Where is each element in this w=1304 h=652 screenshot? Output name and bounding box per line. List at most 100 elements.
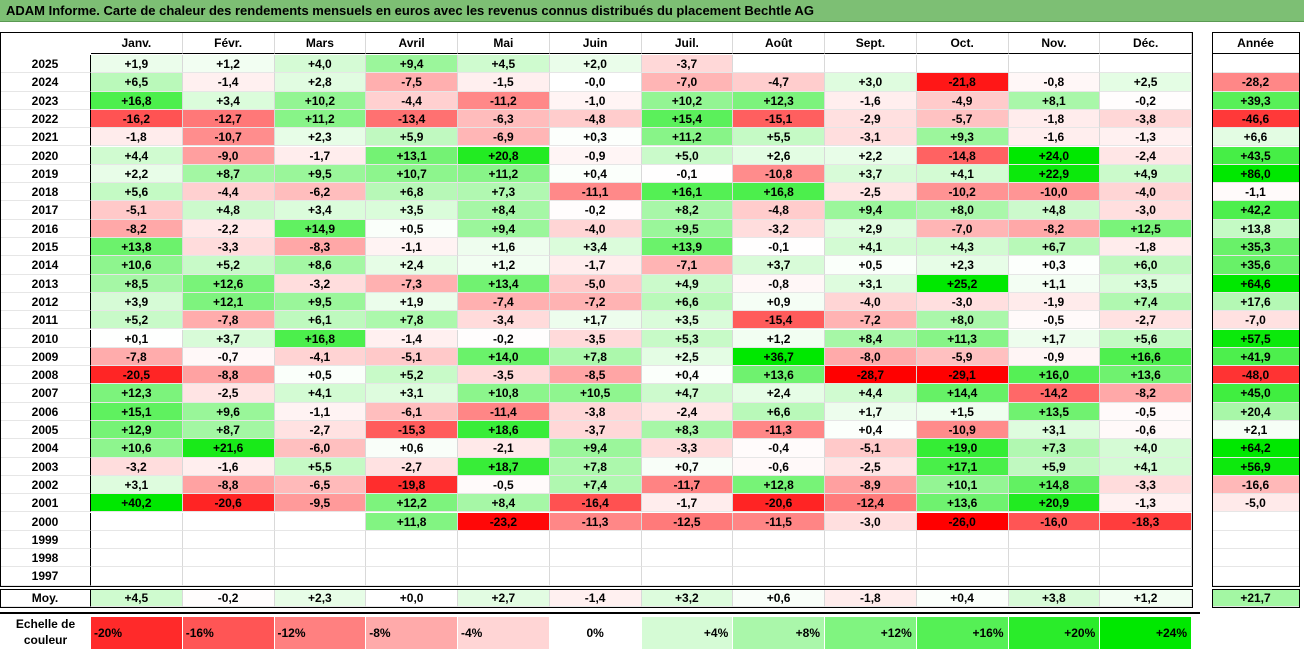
heatmap-cell: -7,3: [366, 274, 458, 293]
avg-cell: -1,4: [549, 588, 642, 607]
heatmap-cell: +1,7: [549, 311, 642, 330]
heatmap-cell: -11,7: [641, 475, 734, 495]
heatmap-cell: +0,5: [274, 366, 367, 385]
heatmap-cell: [274, 530, 367, 550]
heatmap-cell: +17,1: [916, 457, 1009, 476]
heatmap-cell: -12,4: [825, 494, 917, 513]
year-label: 2001: [0, 494, 91, 513]
heatmap-cell: +5,6: [1100, 329, 1192, 348]
heatmap-cell: +0,4: [549, 164, 642, 184]
heatmap-cell: -3,5: [458, 366, 550, 385]
heatmap-cell: +13,1: [366, 146, 458, 165]
avg-cell: +3,2: [641, 588, 734, 607]
heatmap-cell: [916, 530, 1009, 550]
heatmap-cell: -2,5: [825, 183, 917, 202]
heatmap-cell: [733, 549, 825, 568]
year-label: 2005: [0, 421, 91, 440]
heatmap-cell: -9,5: [274, 494, 367, 513]
heatmap-cell: +9,4: [825, 201, 917, 220]
heatmap-cell: -7,8: [91, 347, 183, 367]
heatmap-cell: -13,4: [366, 109, 458, 129]
heatmap-cell: -1,1: [366, 238, 458, 257]
column-header: Déc.: [1100, 32, 1192, 54]
heatmap-cell: +3,4: [182, 91, 275, 110]
heatmap-cell: +0,3: [549, 128, 642, 147]
heatmap-cell: -0,9: [549, 146, 642, 165]
heatmap-cell: -3,0: [1100, 201, 1192, 220]
heatmap-cell: -15,4: [733, 311, 825, 330]
annual-cell: +45,0: [1212, 384, 1300, 403]
heatmap-cell: [1008, 567, 1101, 586]
heatmap-cell: -16,2: [91, 109, 183, 129]
heatmap-cell: +9,5: [274, 164, 367, 184]
heatmap-cell: [182, 530, 275, 550]
heatmap-cell: -3,7: [641, 55, 734, 74]
heatmap-cell: -4,4: [366, 91, 458, 110]
heatmap-cell: +16,6: [1100, 347, 1192, 367]
heatmap-cell: [549, 567, 642, 586]
heatmap-cell: +14,4: [916, 384, 1009, 403]
heatmap-cell: +2,5: [1100, 73, 1192, 92]
heatmap-cell: +10,6: [91, 439, 183, 458]
heatmap-cell: +13,6: [916, 494, 1009, 513]
annual-cell: -46,6: [1212, 109, 1300, 129]
annual-cell: +17,6: [1212, 292, 1300, 312]
year-label: 2007: [0, 384, 91, 403]
heatmap-cell: [91, 549, 183, 568]
heatmap-cell: +9,4: [366, 55, 458, 74]
heatmap-cell: -3,2: [274, 274, 367, 293]
heatmap-cell: +10,1: [916, 475, 1009, 495]
heatmap-cell: -14,8: [916, 146, 1009, 165]
annual-cell: -48,0: [1212, 366, 1300, 385]
heatmap-cell: -15,3: [366, 421, 458, 440]
annual-cell: +20,4: [1212, 402, 1300, 421]
heatmap-cell: -0,8: [733, 274, 825, 293]
heatmap-cell: [549, 549, 642, 568]
heatmap-cell: -8,3: [274, 238, 367, 257]
heatmap-cell: [91, 567, 183, 586]
heatmap-cell: +3,5: [641, 311, 734, 330]
heatmap-cell: +6,7: [1008, 238, 1101, 257]
column-header: Févr.: [182, 32, 275, 54]
heatmap-cell: -3,7: [549, 421, 642, 440]
heatmap-cell: -6,2: [274, 183, 367, 202]
heatmap-cell: +4,8: [182, 201, 275, 220]
heatmap-cell: -8,2: [1008, 219, 1101, 238]
heatmap-cell: -8,2: [1100, 384, 1192, 403]
heatmap-cell: -1,1: [274, 402, 367, 421]
heatmap-cell: +2,3: [274, 128, 367, 147]
year-label: 2017: [0, 201, 91, 220]
heatmap-cell: +5,2: [182, 256, 275, 275]
avg-cell: -0,2: [182, 588, 275, 607]
heatmap-cell: +2,0: [549, 55, 642, 74]
heatmap-cell: [825, 530, 917, 550]
annual-cell: +35,6: [1212, 256, 1300, 275]
heatmap-cell: -2,2: [182, 219, 275, 238]
heatmap-cell: -3,8: [549, 402, 642, 421]
heatmap-cell: -28,7: [825, 366, 917, 385]
column-header: Nov.: [1008, 32, 1101, 54]
heatmap-cell: +12,8: [733, 475, 825, 495]
heatmap-cell: +10,2: [641, 91, 734, 110]
heatmap-cell: +9,4: [458, 219, 550, 238]
heatmap-cell: +3,0: [825, 73, 917, 92]
heatmap-cell: +3,9: [91, 292, 183, 312]
heatmap-cell: +1,5: [916, 402, 1009, 421]
heatmap-cell: +3,1: [825, 274, 917, 293]
column-header: Sept.: [825, 32, 917, 54]
heatmap-cell: -11,2: [458, 91, 550, 110]
avg-cell: +0,4: [916, 588, 1009, 607]
heatmap-cell: -0,5: [1008, 311, 1101, 330]
color-scale-label-line2: couleur: [23, 633, 68, 647]
heatmap-cell: -4,8: [549, 109, 642, 129]
heatmap-cell: -11,4: [458, 402, 550, 421]
color-scale-step: +4%: [641, 617, 734, 649]
heatmap-cell: -6,3: [458, 109, 550, 129]
heatmap-cell: -20,6: [733, 494, 825, 513]
heatmap-cell: +8,1: [1008, 91, 1101, 110]
heatmap-cell: -0,1: [733, 238, 825, 257]
heatmap-cell: +7,4: [549, 475, 642, 495]
annual-cell: +86,0: [1212, 164, 1300, 184]
heatmap-cell: -0,5: [1100, 402, 1192, 421]
